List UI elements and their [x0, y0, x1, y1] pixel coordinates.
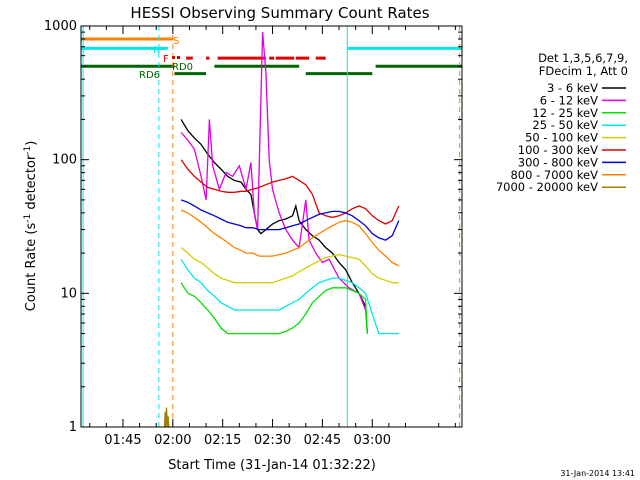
y-tick-label-10: 10: [60, 286, 77, 301]
x-tick-label-02-00: 02:00: [154, 433, 191, 448]
legend-label-25-50-kev: 25 - 50 keV: [532, 118, 598, 132]
series-line-7000-20000-kev: [163, 407, 170, 428]
legend-label-300-800-kev: 300 - 800 keV: [518, 155, 598, 169]
marker-layer: [82, 26, 461, 427]
legend: Det 1,3,5,6,7,9,FDecim 1, Att 0 3 - 6 keV…: [496, 51, 628, 194]
y-axis-label-sup2: -1: [23, 146, 33, 155]
legend-label-50-100-kev: 50 - 100 keV: [525, 131, 598, 145]
series-line-100-300-kev: [180, 159, 400, 225]
flag-label-rd0: RD0: [172, 62, 193, 73]
series-line-3-6-kev: [180, 119, 368, 334]
y-axis-label-part3: ): [24, 141, 39, 146]
y-tick-label-100: 100: [52, 153, 77, 168]
plot-frame: [80, 25, 463, 428]
x-tick-label-02-45: 02:45: [304, 433, 341, 448]
x-tick-label-01-45: 01:45: [104, 433, 141, 448]
x-tick-label-02-30: 02:30: [254, 433, 291, 448]
series-line-300-800-kev: [180, 199, 400, 241]
legend-label-3-6-kev: 3 - 6 keV: [547, 81, 598, 95]
flag-label-n: N: [153, 45, 160, 56]
flag-label-f: F: [163, 54, 169, 65]
x-tick-label-02-15: 02:15: [204, 433, 241, 448]
chart-title: HESSI Observing Summary Count Rates: [130, 4, 429, 22]
y-axis-label-part1: Count Rate (s: [24, 223, 39, 312]
series-line-6-12-kev: [180, 32, 367, 311]
flag-label-rd6: RD6: [139, 70, 160, 81]
y-tick-label-1: 1: [69, 420, 77, 435]
datestamp: 31-Jan-2014 13:41: [560, 469, 635, 478]
flag-label-s: S: [173, 36, 179, 47]
flag-dot-1: [177, 56, 180, 59]
legend-label-6-12-kev: 6 - 12 keV: [540, 93, 598, 107]
flag-dot-0: [172, 56, 175, 59]
legend-header-0: Det 1,3,5,6,7,9,: [538, 51, 628, 65]
legend-label-7000-20000-kev: 7000 - 20000 keV: [496, 180, 598, 194]
y-axis-label: Count Rate (s-1 detector-1): [23, 141, 39, 312]
series-line-12-25-kev: [180, 282, 368, 335]
series-line-800-7000-kev: [180, 209, 400, 267]
legend-label-12-25-kev: 12 - 25 keV: [532, 106, 598, 120]
x-tick-label-03-00: 03:00: [354, 433, 391, 448]
series-line-25-50-kev: [180, 258, 399, 335]
legend-label-800-7000-kev: 800 - 7000 keV: [510, 168, 598, 182]
y-axis-label-sup1: -1: [23, 214, 33, 223]
axis-layer: 1 10 100 1000 01:45 02:00 02:15 02:30 02:45 03:00: [44, 19, 462, 448]
x-axis-label: Start Time (31-Jan-14 01:32:22): [168, 458, 376, 473]
series-line-50-100-kev: [180, 247, 399, 284]
y-tick-label-1000: 1000: [44, 19, 77, 34]
legend-header-1: FDecim 1, Att 0: [539, 64, 628, 78]
legend-label-100-300-kev: 100 - 300 keV: [518, 143, 598, 157]
series-layer: [163, 32, 400, 428]
y-axis-label-part2: detector: [24, 154, 39, 214]
